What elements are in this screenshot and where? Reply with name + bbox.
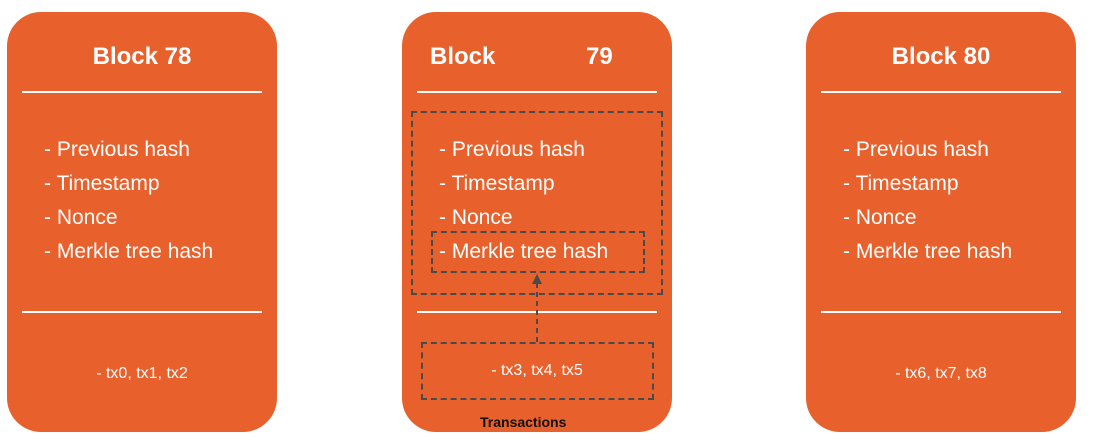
block-79-title-word: Block [430, 43, 496, 70]
nonce-field: - Nonce [44, 206, 118, 229]
transactions-to-merkle-arrow [532, 274, 542, 342]
block-79-transactions: - tx3, tx4, tx5 [491, 362, 583, 379]
nonce-field: - Nonce [843, 206, 917, 229]
block-80-title: Block 80 [891, 43, 991, 70]
block-79-header-fields: - Previous hash - Timestamp - Nonce - Me… [439, 135, 608, 271]
block-79-card: Block 79 - Previous hash - Timestamp - N… [402, 12, 672, 432]
arrow-head-icon [532, 274, 542, 284]
timestamp-field: - Timestamp [843, 172, 959, 195]
transactions-divider [22, 311, 262, 313]
block-80-header-fields: - Previous hash - Timestamp - Nonce - Me… [843, 135, 1012, 271]
block-78-card: Block 78 - Previous hash - Timestamp - N… [7, 12, 277, 432]
block-80-transactions: - tx6, tx7, tx8 [895, 365, 987, 382]
header-divider [22, 91, 262, 93]
merkle-tree-hash-field: - Merkle tree hash [44, 240, 214, 263]
merkle-hash-dashed-outline [431, 231, 645, 273]
transactions-caption: Transactions [480, 414, 567, 430]
block-78-title: Block 78 [92, 43, 192, 70]
merkle-tree-hash-field: - Merkle tree hash [439, 240, 609, 263]
timestamp-field: - Timestamp [44, 172, 160, 195]
previous-hash-field: - Previous hash [44, 138, 190, 161]
transactions-dashed-outline [421, 342, 654, 400]
transactions-divider [821, 311, 1061, 313]
previous-hash-field: - Previous hash [843, 138, 989, 161]
block-80-card: Block 80 - Previous hash - Timestamp - N… [806, 12, 1076, 432]
header-divider [417, 91, 657, 93]
block-78-transactions: - tx0, tx1, tx2 [96, 365, 188, 382]
nonce-field: - Nonce [439, 206, 513, 229]
header-divider [821, 91, 1061, 93]
merkle-tree-hash-field: - Merkle tree hash [843, 240, 1013, 263]
previous-hash-field: - Previous hash [439, 138, 585, 161]
timestamp-field: - Timestamp [439, 172, 555, 195]
block-79-title-number: 79 [586, 43, 613, 70]
block-78-header-fields: - Previous hash - Timestamp - Nonce - Me… [44, 135, 213, 271]
